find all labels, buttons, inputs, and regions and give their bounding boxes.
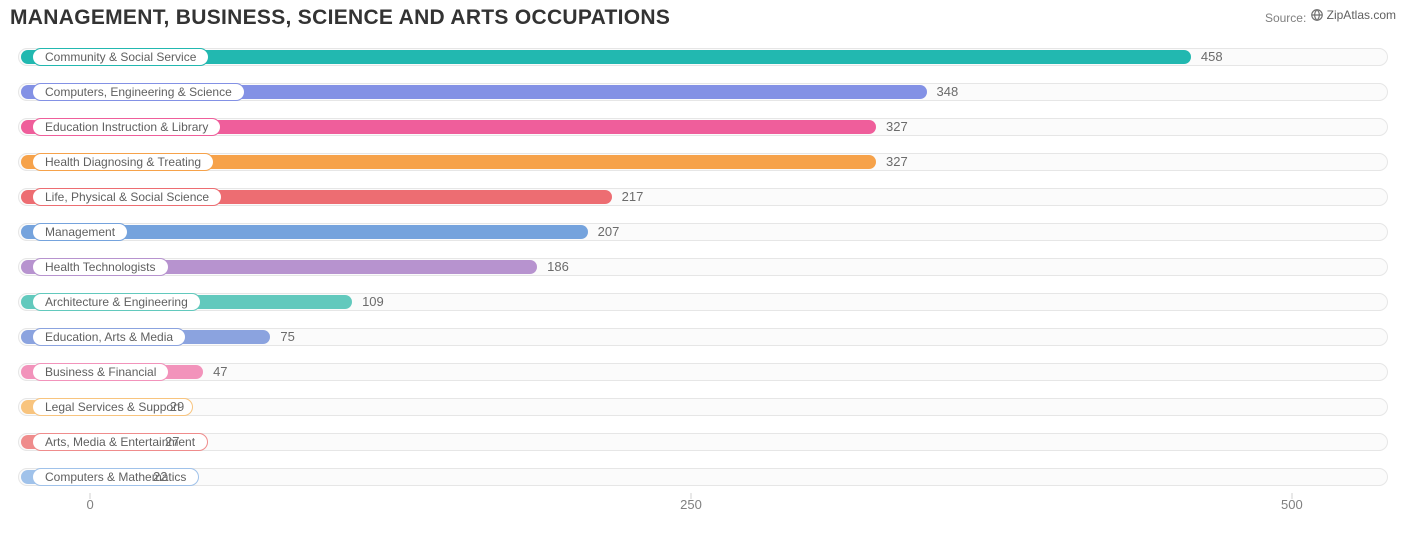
- bar-category-pill: Computers & Mathematics: [32, 468, 199, 486]
- axis-tick-label: 250: [680, 497, 702, 512]
- globe-icon: [1310, 8, 1324, 22]
- bar-category-pill: Health Technologists: [32, 258, 169, 276]
- bar-row: Health Technologists 186: [18, 252, 1388, 282]
- source-attribution: Source: ZipAtlas.com: [1265, 6, 1396, 25]
- bar-row: Architecture & Engineering 109: [18, 287, 1388, 317]
- chart-area: Community & Social Service 458 Computers, …: [10, 38, 1396, 543]
- axis-tick-label: 0: [86, 497, 93, 512]
- bar-value-label: 458: [1191, 48, 1223, 66]
- bar-row: Health Diagnosing & Treating 327: [18, 147, 1388, 177]
- bar-category-pill: Education Instruction & Library: [32, 118, 221, 136]
- bar-category-pill: Architecture & Engineering: [32, 293, 201, 311]
- bar-row: Life, Physical & Social Science 217: [18, 182, 1388, 212]
- header: MANAGEMENT, BUSINESS, SCIENCE AND ARTS O…: [10, 6, 1396, 30]
- bar-value-label: 109: [352, 293, 384, 311]
- axis-tick-label: 500: [1281, 497, 1303, 512]
- chart-title: MANAGEMENT, BUSINESS, SCIENCE AND ARTS O…: [10, 6, 670, 30]
- source-name: ZipAtlas.com: [1327, 8, 1396, 22]
- bar-value-label: 27: [155, 433, 179, 451]
- bar-row: Education Instruction & Library 327: [18, 112, 1388, 142]
- bar-track: [18, 398, 1388, 416]
- source-label: Source:: [1265, 11, 1306, 25]
- bar-category-pill: Health Diagnosing & Treating: [32, 153, 214, 171]
- bar-value-label: 217: [612, 188, 644, 206]
- bar-track: [18, 433, 1388, 451]
- bar-value-label: 29: [160, 398, 184, 416]
- bar-category-pill: Life, Physical & Social Science: [32, 188, 222, 206]
- bar-value-label: 207: [588, 223, 620, 241]
- bar-category-pill: Computers, Engineering & Science: [32, 83, 245, 101]
- bar-category-pill: Business & Financial: [32, 363, 169, 381]
- bar-row: Education, Arts & Media 75: [18, 322, 1388, 352]
- bar-track: [18, 468, 1388, 486]
- bar-value-label: 186: [537, 258, 569, 276]
- bars-container: Community & Social Service 458 Computers, …: [18, 42, 1388, 492]
- x-axis: 0 250 500: [18, 497, 1388, 515]
- bar-row: Management 207: [18, 217, 1388, 247]
- bar-row: Legal Services & Support29: [18, 392, 1388, 422]
- bar-value-label: 327: [876, 153, 908, 171]
- bar-row: Computers, Engineering & Science 348: [18, 77, 1388, 107]
- bar-value-label: 47: [203, 363, 227, 381]
- bar-row: Community & Social Service 458: [18, 42, 1388, 72]
- bar-value-label: 22: [143, 468, 167, 486]
- bar-row: Computers & Mathematics22: [18, 462, 1388, 492]
- bar-value-label: 75: [270, 328, 294, 346]
- bar-value-label: 327: [876, 118, 908, 136]
- source-logo: ZipAtlas.com: [1310, 8, 1396, 22]
- bar-row: Business & Financial 47: [18, 357, 1388, 387]
- bar-category-pill: Arts, Media & Entertainment: [32, 433, 208, 451]
- bar-category-pill: Education, Arts & Media: [32, 328, 186, 346]
- bar-category-pill: Community & Social Service: [32, 48, 209, 66]
- bar-category-pill: Management: [32, 223, 128, 241]
- bar-row: Arts, Media & Entertainment27: [18, 427, 1388, 457]
- bar-value-label: 348: [927, 83, 959, 101]
